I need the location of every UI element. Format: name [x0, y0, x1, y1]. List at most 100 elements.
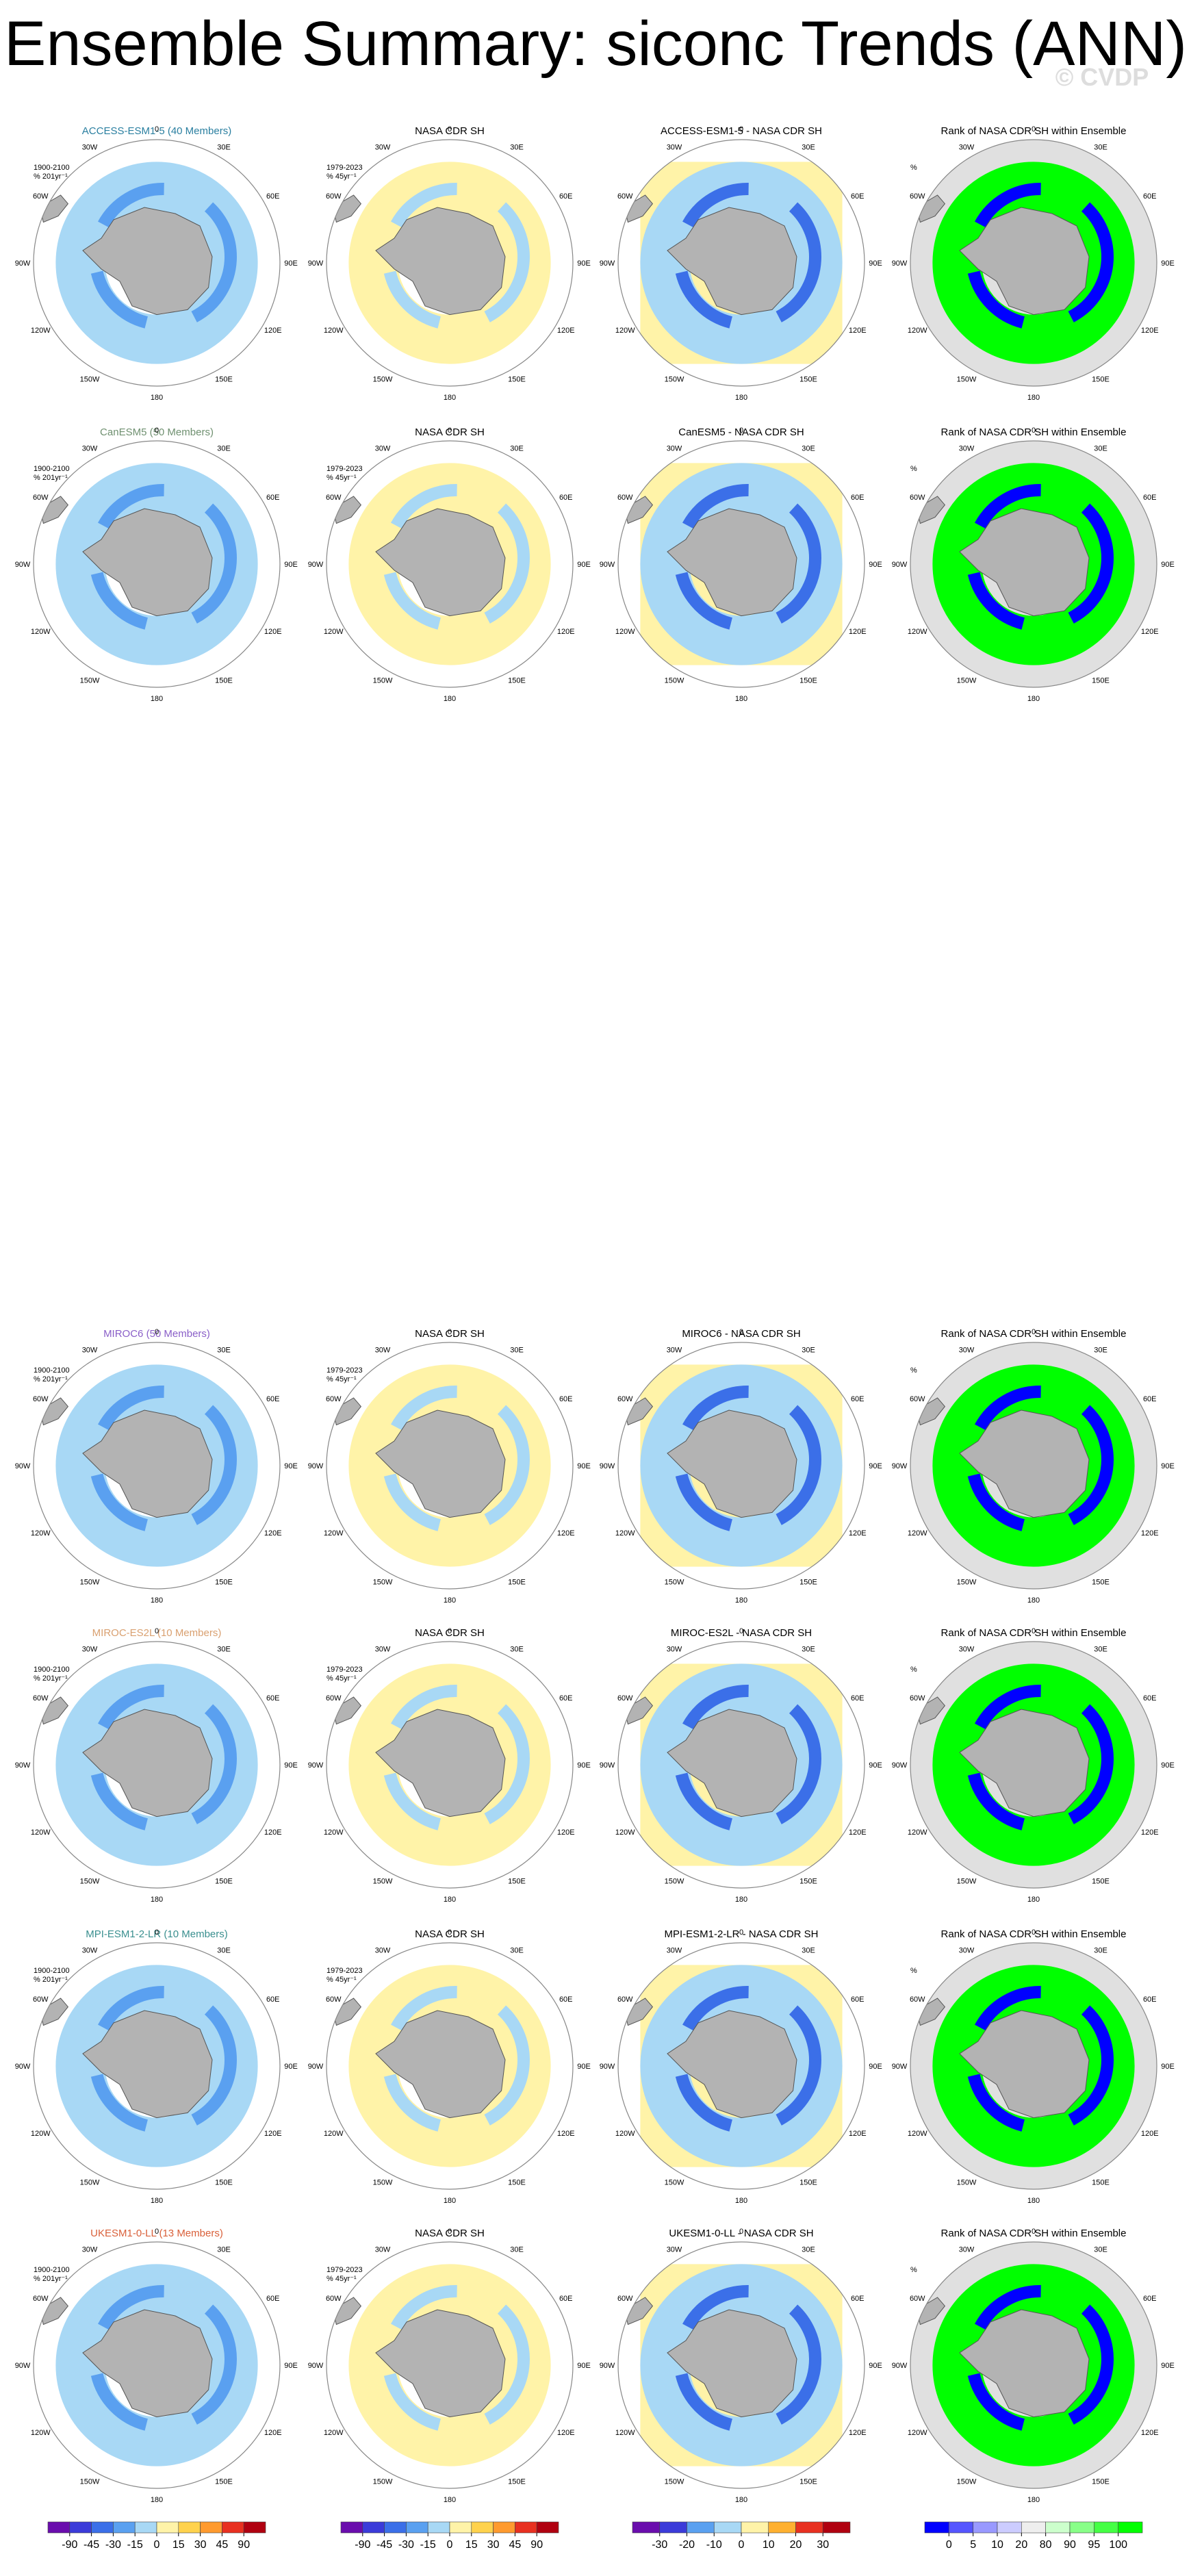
lon-label: 180	[1027, 2496, 1040, 2504]
lon-label: 60E	[266, 1694, 280, 1703]
landmass	[376, 2310, 505, 2417]
map-field	[966, 1986, 1114, 2134]
lon-label: 30W	[82, 1946, 98, 1954]
colorbar-tick-label: -90	[355, 2539, 370, 2551]
colorbar-box	[362, 2521, 385, 2534]
landmass	[40, 1398, 68, 1425]
lon-label: 150W	[957, 376, 977, 384]
colorbar-tick-label: 20	[1015, 2539, 1027, 2551]
lon-label: 90E	[1161, 1761, 1175, 1770]
lon-label: 120W	[324, 327, 344, 335]
lon-label: 120E	[557, 628, 575, 636]
lon-label: 150W	[665, 2478, 684, 2486]
landmass	[333, 1998, 361, 2026]
lon-label: 60W	[910, 1694, 925, 1703]
lon-label: 60W	[910, 192, 925, 201]
lon-label: 120W	[615, 327, 635, 335]
lon-label: 150W	[665, 1579, 684, 1587]
lon-label: 150E	[1092, 2478, 1110, 2486]
lon-label: 30E	[510, 1346, 524, 1354]
map-border	[326, 2241, 574, 2489]
colorbar-tick-label: -90	[62, 2539, 77, 2551]
lon-label: 180	[1027, 394, 1040, 402]
panel-note: % 201yr⁻¹	[34, 474, 68, 482]
lon-label: 60W	[910, 494, 925, 502]
landmass	[960, 509, 1089, 616]
lon-label: 150W	[80, 1579, 100, 1587]
colorbar-tick-label: 10	[991, 2539, 1003, 2551]
colorbar-tick-label: 0	[739, 2539, 745, 2551]
lon-label: 150E	[799, 2478, 817, 2486]
lon-label: 60W	[617, 192, 633, 201]
colorbar-box	[156, 2521, 179, 2534]
map-border	[617, 440, 865, 688]
colorbar-box	[632, 2521, 661, 2534]
lon-label: 30W	[375, 1946, 391, 1954]
lon-label: 120E	[264, 327, 282, 335]
lon-label: 90E	[284, 1761, 298, 1770]
lon-label: 60E	[559, 1395, 573, 1403]
lon-label: 90E	[869, 1761, 882, 1770]
landmass	[83, 509, 212, 616]
landmass	[917, 2297, 945, 2325]
lon-label: 30E	[1094, 444, 1107, 452]
lon-label: 150W	[373, 1579, 393, 1587]
lon-label: 150W	[957, 1579, 977, 1587]
lon-label: 150W	[373, 376, 393, 384]
lon-label: 90W	[308, 259, 324, 268]
map-field	[966, 1685, 1114, 1833]
lon-label: 60E	[266, 192, 280, 201]
colorbar-tick-label: 0	[154, 2539, 160, 2551]
lon-label: 120E	[264, 1828, 282, 1837]
lon-label: 150W	[665, 1878, 684, 1886]
map-border	[617, 1342, 865, 1590]
lon-label: 0	[739, 2228, 743, 2236]
colorbar-box	[471, 2521, 494, 2534]
lon-label: 30E	[217, 1645, 231, 1653]
panel-title: Rank of NASA CDR SH within Ensemble	[941, 125, 1127, 137]
colorbar-box	[493, 2521, 515, 2534]
colorbar-tick-label: 0	[946, 2539, 952, 2551]
colorbar-tick-label: 15	[172, 2539, 185, 2551]
colorbar-box	[1045, 2521, 1071, 2534]
panel-note: %	[910, 1666, 917, 1674]
lon-label: 90W	[15, 1462, 31, 1470]
lon-label: 120W	[908, 327, 927, 335]
lon-label: 120E	[557, 1828, 575, 1837]
colorbar-tick-label: -30	[398, 2539, 414, 2551]
lon-label: 90E	[869, 561, 882, 569]
panel-title: ACCESS-ESM1-5 - NASA CDR SH	[661, 125, 822, 137]
lon-label: 120W	[31, 327, 51, 335]
landmass	[960, 2011, 1089, 2118]
panel-note: % 45yr⁻¹	[326, 474, 357, 482]
panel-title: UKESM1-0-LL - NASA CDR SH	[669, 2228, 813, 2239]
lon-label: 90W	[892, 1462, 908, 1470]
lon-label: 30E	[1094, 1346, 1107, 1354]
colorbar-box	[1094, 2521, 1118, 2534]
lon-label: 150W	[373, 2179, 393, 2187]
lon-label: 150W	[373, 2478, 393, 2486]
lon-label: 60W	[326, 1995, 342, 2004]
panel-title: Rank of NASA CDR SH within Ensemble	[941, 426, 1127, 438]
colorbar-tick-label: 45	[509, 2539, 522, 2551]
panel-title: NASA CDR SH	[415, 1627, 485, 1639]
lon-label: 180	[151, 2197, 163, 2205]
map-field	[89, 183, 237, 331]
lon-label: 30W	[82, 444, 98, 452]
lon-label: 0	[739, 1328, 743, 1336]
colorbar-box	[973, 2521, 998, 2534]
lon-label: 120W	[324, 2429, 344, 2437]
colorbar-box	[1118, 2521, 1143, 2534]
colorbar-box	[222, 2521, 244, 2534]
landmass	[917, 195, 945, 222]
colorbar-tick-label: -15	[127, 2539, 143, 2551]
colorbar-box	[69, 2521, 92, 2534]
panel-note: 1900-2100	[34, 2266, 70, 2274]
lon-label: 90W	[308, 561, 324, 569]
map-border	[33, 1942, 281, 2190]
lon-label: 90E	[1161, 259, 1175, 268]
lon-label: 0	[1032, 125, 1036, 133]
colorbar-tick-label: 30	[817, 2539, 829, 2551]
colorbar-tick-label: 90	[1064, 2539, 1076, 2551]
lon-label: 30E	[217, 143, 231, 151]
